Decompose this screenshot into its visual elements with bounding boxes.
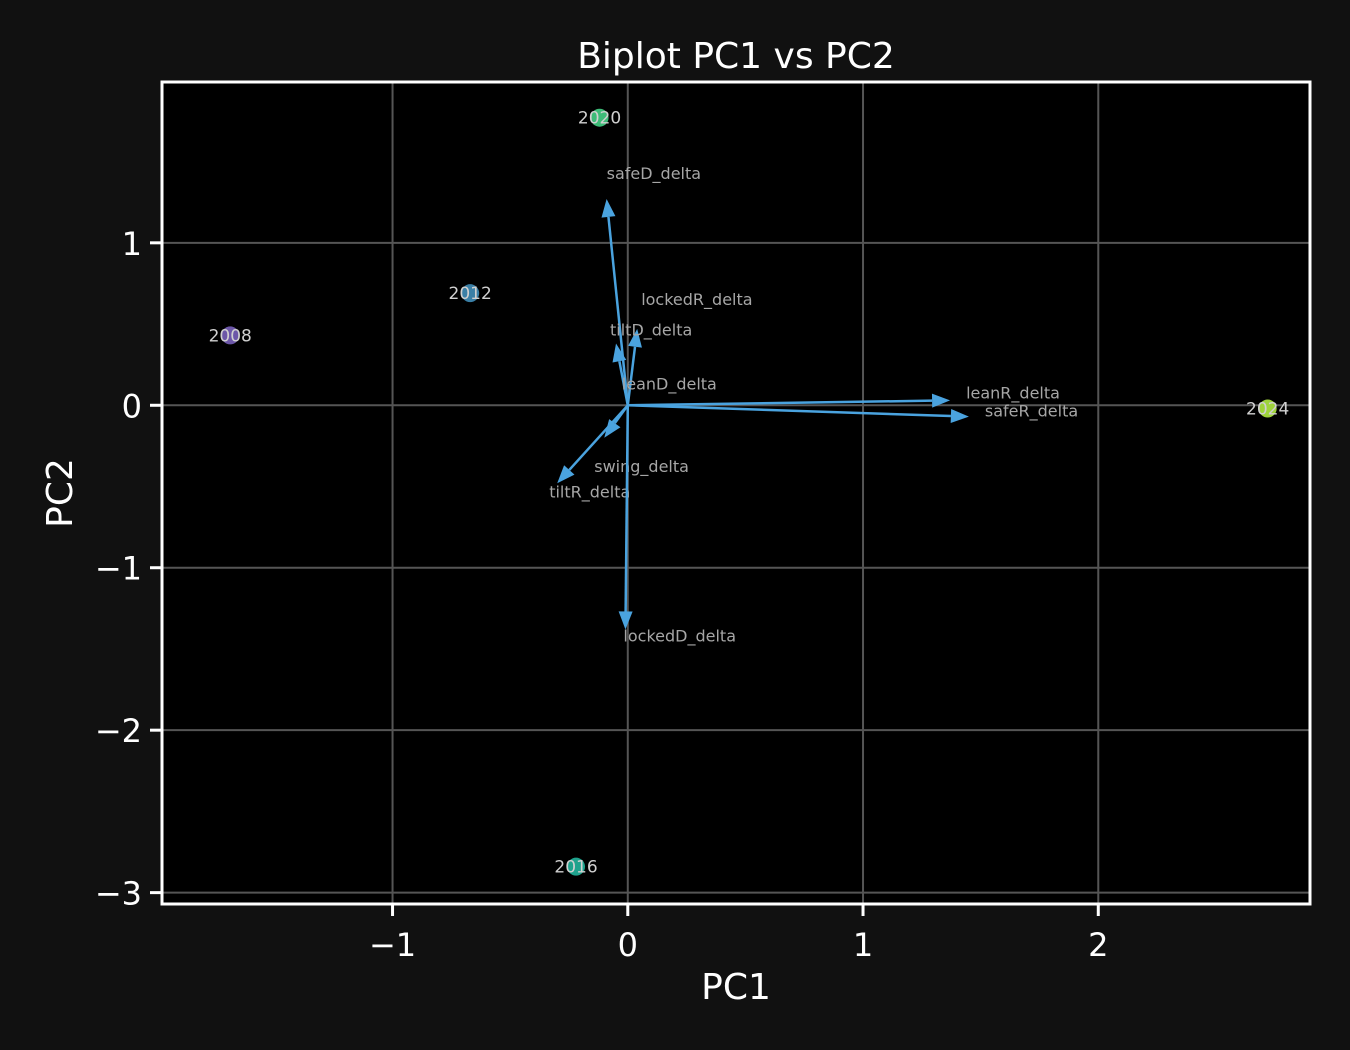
score-point	[221, 326, 240, 345]
loading-arrow-head	[950, 409, 969, 424]
loading-arrow-shaft	[627, 404, 951, 418]
loading-arrow-shaft	[618, 360, 630, 406]
point-label: 2024	[1246, 400, 1289, 420]
loading-arrow-head	[612, 343, 627, 363]
point-label: 2012	[449, 284, 492, 304]
loading-label: lockedR_delta	[641, 290, 752, 310]
loading-arrow-head	[618, 611, 633, 630]
loading-arrow-shaft	[624, 405, 630, 612]
loading-arrows: safeD_delta lockedR_delta tiltD_delta leanD…	[549, 164, 1078, 646]
score-point	[567, 857, 586, 876]
loading-label: swing_delta	[594, 457, 689, 477]
y-axis-label: PC2	[40, 458, 81, 528]
loading-arrow-head	[931, 393, 951, 408]
score-points	[221, 108, 1277, 876]
loading-arrow-shaft	[568, 404, 629, 471]
y-tick-label: −1	[95, 550, 142, 588]
loading-label: tiltR_delta	[549, 482, 630, 502]
loading-arrow-shaft	[607, 216, 630, 406]
point-label: 2016	[554, 858, 597, 878]
loading-arrow-head	[628, 328, 642, 348]
loading-label: leanR_delta	[966, 383, 1060, 403]
x-axis-ticks: −1 0 1 2	[369, 904, 1108, 964]
point-labels: 2008 2012 2016 2020 2024	[209, 109, 1290, 878]
y-tick-label: −3	[95, 875, 142, 913]
y-tick-label: 1	[122, 225, 142, 263]
x-axis-label: PC1	[701, 967, 771, 1008]
y-tick-label: 0	[122, 387, 142, 425]
loading-label: lockedD_delta	[623, 626, 736, 646]
x-tick-label: 1	[853, 926, 873, 964]
loading-arrow-shaft	[626, 346, 637, 406]
loading-arrow-head	[604, 419, 621, 438]
loading-arrow-head	[601, 198, 616, 218]
loading-label: safeR_delta	[985, 402, 1078, 422]
loading-label: leanD_delta	[622, 374, 717, 394]
score-point	[461, 284, 480, 303]
x-tick-label: 2	[1088, 926, 1108, 964]
loading-label: tiltD_delta	[610, 321, 692, 341]
x-tick-label: 0	[618, 926, 638, 964]
point-label: 2008	[209, 326, 252, 346]
loading-arrow-shaft	[627, 399, 933, 407]
loading-arrow-head	[557, 465, 575, 484]
plot-area	[162, 82, 1310, 904]
chart-title: Biplot PC1 vs PC2	[577, 36, 895, 77]
plot-frame	[160, 80, 1312, 906]
y-tick-label: −2	[95, 712, 142, 750]
point-label: 2020	[578, 109, 621, 129]
loading-label: safeD_delta	[607, 164, 701, 184]
y-axis-ticks: 1 0 −1 −2 −3	[95, 225, 162, 913]
score-point	[1258, 399, 1277, 418]
x-tick-label: −1	[369, 926, 416, 964]
score-point	[590, 108, 609, 127]
